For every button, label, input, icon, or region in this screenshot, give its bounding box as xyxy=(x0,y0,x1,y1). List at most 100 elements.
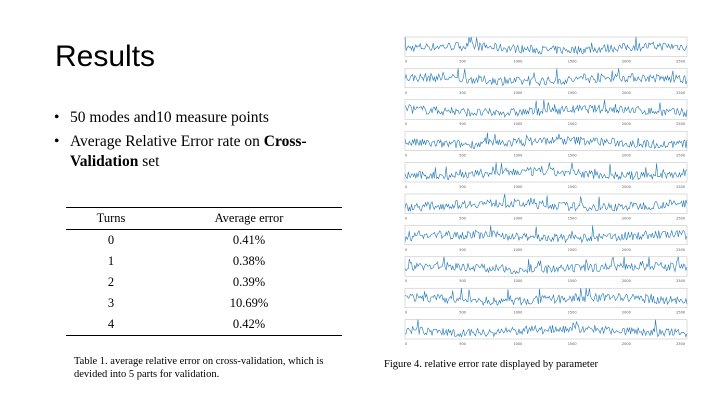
signal-panel: 0 500 1000 1500 2000 2500 xyxy=(404,99,688,126)
x-tick-label: 1500 xyxy=(568,248,577,252)
panel-frame xyxy=(404,162,688,183)
x-tick-label: 2000 xyxy=(622,311,631,315)
x-tick-label: 1000 xyxy=(513,342,522,346)
x-tick-label: 1000 xyxy=(513,279,522,283)
panel-frame xyxy=(404,36,688,57)
signal-panel: 0 500 1000 1500 2000 2500 xyxy=(404,162,688,189)
signal-line xyxy=(404,319,688,338)
x-tick-label: 2000 xyxy=(622,154,631,158)
x-tick-label: 500 xyxy=(459,154,466,158)
table-cell-turn: 0 xyxy=(107,233,115,247)
signal-line xyxy=(404,99,688,118)
x-tick-label: 2000 xyxy=(622,342,631,346)
x-tick-label: 2000 xyxy=(622,122,631,126)
signal-panel: 0 500 1000 1500 2000 2500 xyxy=(404,36,688,63)
x-tick-label: 500 xyxy=(459,248,466,252)
x-tick-label: 500 xyxy=(459,279,466,283)
signal-panel: 0 500 1000 1500 2000 2500 xyxy=(404,193,688,220)
x-tick-label: 1500 xyxy=(568,59,577,63)
table-row: 0 0.41% xyxy=(66,230,342,252)
x-tick-label: 1500 xyxy=(568,311,577,315)
x-tick-label: 2000 xyxy=(622,216,631,220)
x-tick-label: 1000 xyxy=(513,248,522,252)
signal-panel: 0 500 1000 1500 2000 2500 xyxy=(404,319,688,346)
x-tick-label: 2500 xyxy=(676,122,685,126)
x-tick-label: 500 xyxy=(459,122,466,126)
x-tick-label: 0 xyxy=(405,185,407,189)
x-tick-label: 2000 xyxy=(622,248,631,252)
bullet-text: 50 modes and10 measure points xyxy=(70,109,269,126)
table-row: 2 0.39% xyxy=(66,272,342,293)
x-tick-label: 0 xyxy=(405,279,407,283)
signal-panel: 0 500 1000 1500 2000 2500 xyxy=(404,130,688,158)
table-cell-error: 0.42% xyxy=(232,317,266,331)
x-tick-label: 1000 xyxy=(513,59,522,63)
error-rate-figure: 0 500 1000 1500 2000 2500 0 500 1000 1500 2000 2500… xyxy=(404,36,688,346)
signal-panel: 0 500 1000 1500 2000 2500 xyxy=(404,256,688,283)
x-tick-label: 2500 xyxy=(676,248,685,252)
x-tick-label: 1000 xyxy=(513,216,522,220)
signal-panel: 0 500 1000 1500 2000 2500 xyxy=(404,225,688,252)
figure-caption: Figure 4. relative error rate displayed … xyxy=(384,359,598,370)
bullet-item: • Average Relative Error rate on Cross-V… xyxy=(54,132,354,172)
results-table-container: Turns Average error 0 0.41% 1 0.38% 2 0.… xyxy=(66,207,342,336)
x-tick-label: 1000 xyxy=(513,91,522,95)
signal-line xyxy=(404,193,688,212)
table-cell-error: 0.38% xyxy=(232,254,266,268)
panel-frame xyxy=(404,319,688,340)
panel-frame xyxy=(404,256,688,277)
x-tick-label: 1500 xyxy=(568,185,577,189)
x-tick-label: 0 xyxy=(405,311,407,315)
x-tick-label: 1500 xyxy=(568,279,577,283)
bullet-bold-text: Cross-Validation xyxy=(70,133,307,170)
x-tick-label: 1500 xyxy=(568,216,577,220)
signal-panel: 0 500 1000 1500 2000 2500 xyxy=(404,287,688,315)
x-tick-label: 500 xyxy=(459,216,466,220)
x-tick-label: 2000 xyxy=(622,91,631,95)
x-tick-label: 500 xyxy=(459,342,466,346)
x-tick-label: 0 xyxy=(405,216,407,220)
x-tick-label: 2500 xyxy=(676,59,685,63)
bullet-text: Average Relative Error rate on Cross-Val… xyxy=(70,133,307,170)
x-tick-label: 0 xyxy=(405,59,407,63)
table-caption: Table 1. average relative error on cross… xyxy=(74,356,324,380)
panel-frame xyxy=(404,193,688,214)
bullet-list: • 50 modes and10 measure points • Averag… xyxy=(54,108,354,176)
x-tick-label: 2500 xyxy=(676,91,685,95)
x-tick-label: 500 xyxy=(459,59,466,63)
x-tick-label: 500 xyxy=(459,91,466,95)
x-tick-label: 2500 xyxy=(676,311,685,315)
signal-panel: 0 500 1000 1500 2000 2500 xyxy=(404,68,688,95)
signal-line xyxy=(404,36,688,55)
x-tick-label: 2000 xyxy=(622,185,631,189)
signal-line xyxy=(404,132,688,149)
bullet-dot-icon: • xyxy=(54,109,60,126)
x-tick-label: 2000 xyxy=(622,59,631,63)
signal-line xyxy=(404,68,688,87)
x-tick-label: 0 xyxy=(405,91,407,95)
panel-frame xyxy=(404,287,688,308)
x-tick-label: 1500 xyxy=(568,122,577,126)
table-row: 3 10.69% xyxy=(66,293,342,314)
table-cell-turn: 4 xyxy=(107,317,115,331)
x-tick-label: 1500 xyxy=(568,154,577,158)
bullet-item: • 50 modes and10 measure points xyxy=(54,108,354,128)
x-tick-label: 1000 xyxy=(513,122,522,126)
panel-frame xyxy=(404,225,688,246)
slide-title: Results xyxy=(55,40,156,73)
x-tick-label: 1000 xyxy=(513,185,522,189)
x-tick-label: 1500 xyxy=(568,342,577,346)
x-tick-label: 1500 xyxy=(568,91,577,95)
table-row: 4 0.42% xyxy=(66,314,342,336)
results-table: Turns Average error 0 0.41% 1 0.38% 2 0.… xyxy=(66,207,342,336)
x-tick-label: 0 xyxy=(405,342,407,346)
table-header-average-error: Average error xyxy=(214,211,284,225)
signal-line xyxy=(404,225,688,244)
table-cell-turn: 3 xyxy=(107,296,115,310)
signal-line xyxy=(404,256,688,275)
table-cell-turn: 1 xyxy=(107,254,115,268)
x-tick-label: 500 xyxy=(459,311,466,315)
signal-line xyxy=(404,162,688,181)
panel-frame xyxy=(404,99,688,120)
table-header-turns: Turns xyxy=(96,211,126,225)
